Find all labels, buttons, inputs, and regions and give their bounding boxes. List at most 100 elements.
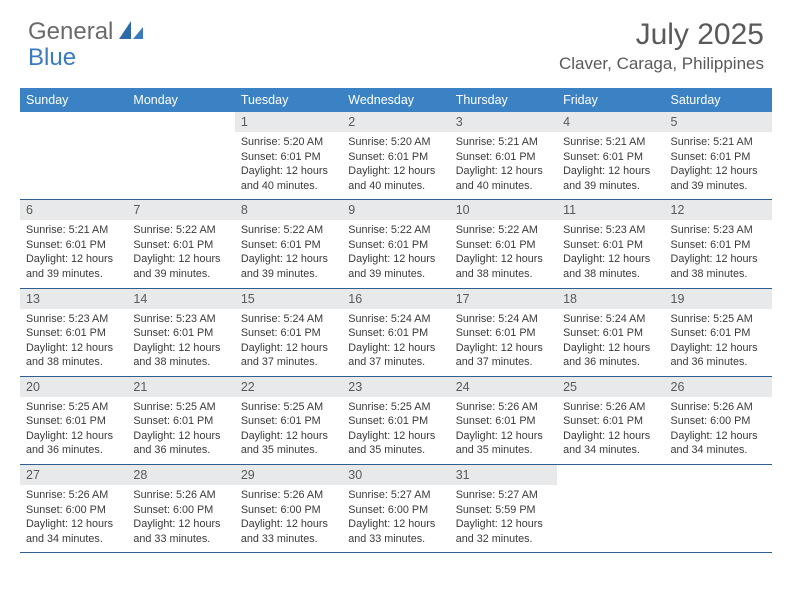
- sunrise-line: Sunrise: 5:23 AM: [671, 223, 766, 238]
- sunset-line: Sunset: 6:00 PM: [671, 414, 766, 429]
- day-content-cell: Sunrise: 5:22 AMSunset: 6:01 PMDaylight:…: [127, 220, 234, 288]
- day-content-cell: Sunrise: 5:25 AMSunset: 6:01 PMDaylight:…: [665, 309, 772, 377]
- brand-text-general: General: [28, 18, 113, 46]
- day-number-row: 2728293031: [20, 465, 772, 486]
- sunset-line: Sunset: 6:01 PM: [133, 326, 228, 341]
- sunrise-line: Sunrise: 5:27 AM: [456, 488, 551, 503]
- day-content-cell: [20, 132, 127, 200]
- day-number-cell: 2: [342, 112, 449, 132]
- day-number-cell: 29: [235, 465, 342, 486]
- sunset-line: Sunset: 6:01 PM: [26, 414, 121, 429]
- day-content-cell: Sunrise: 5:23 AMSunset: 6:01 PMDaylight:…: [557, 220, 664, 288]
- daylight-line: Daylight: 12 hours and 40 minutes.: [348, 164, 443, 193]
- daylight-line: Daylight: 12 hours and 38 minutes.: [563, 252, 658, 281]
- day-content-row: Sunrise: 5:21 AMSunset: 6:01 PMDaylight:…: [20, 220, 772, 288]
- daylight-line: Daylight: 12 hours and 33 minutes.: [241, 517, 336, 546]
- sunrise-line: Sunrise: 5:25 AM: [133, 400, 228, 415]
- sunrise-line: Sunrise: 5:26 AM: [241, 488, 336, 503]
- daylight-line: Daylight: 12 hours and 38 minutes.: [26, 341, 121, 370]
- page-header: General July 2025 Claver, Caraga, Philip…: [0, 0, 792, 82]
- daylight-line: Daylight: 12 hours and 35 minutes.: [241, 429, 336, 458]
- sunset-line: Sunset: 6:01 PM: [241, 414, 336, 429]
- daylight-line: Daylight: 12 hours and 39 minutes.: [671, 164, 766, 193]
- sunset-line: Sunset: 6:01 PM: [671, 238, 766, 253]
- sunset-line: Sunset: 6:00 PM: [133, 503, 228, 518]
- daylight-line: Daylight: 12 hours and 36 minutes.: [26, 429, 121, 458]
- sunset-line: Sunset: 6:00 PM: [241, 503, 336, 518]
- sunrise-line: Sunrise: 5:25 AM: [241, 400, 336, 415]
- brand-sail-icon: [117, 19, 145, 46]
- sunset-line: Sunset: 6:01 PM: [348, 414, 443, 429]
- sunrise-line: Sunrise: 5:22 AM: [133, 223, 228, 238]
- sunset-line: Sunset: 6:01 PM: [456, 326, 551, 341]
- sunset-line: Sunset: 6:01 PM: [456, 238, 551, 253]
- sunset-line: Sunset: 6:01 PM: [563, 238, 658, 253]
- col-wednesday: Wednesday: [342, 88, 449, 112]
- daylight-line: Daylight: 12 hours and 35 minutes.: [456, 429, 551, 458]
- month-title: July 2025: [559, 18, 764, 52]
- sunrise-line: Sunrise: 5:25 AM: [348, 400, 443, 415]
- sunset-line: Sunset: 6:01 PM: [563, 414, 658, 429]
- day-number-cell: 18: [557, 288, 664, 309]
- daylight-line: Daylight: 12 hours and 38 minutes.: [456, 252, 551, 281]
- sunrise-line: Sunrise: 5:22 AM: [241, 223, 336, 238]
- daylight-line: Daylight: 12 hours and 36 minutes.: [671, 341, 766, 370]
- day-content-cell: Sunrise: 5:22 AMSunset: 6:01 PMDaylight:…: [450, 220, 557, 288]
- day-number-row: 6789101112: [20, 200, 772, 221]
- day-number-cell: 12: [665, 200, 772, 221]
- sunset-line: Sunset: 6:01 PM: [456, 414, 551, 429]
- sunrise-line: Sunrise: 5:25 AM: [671, 312, 766, 327]
- day-number-cell: 13: [20, 288, 127, 309]
- col-monday: Monday: [127, 88, 234, 112]
- title-block: July 2025 Claver, Caraga, Philippines: [559, 18, 764, 74]
- day-content-cell: Sunrise: 5:21 AMSunset: 6:01 PMDaylight:…: [450, 132, 557, 200]
- col-tuesday: Tuesday: [235, 88, 342, 112]
- day-number-cell: [20, 112, 127, 132]
- day-content-row: Sunrise: 5:26 AMSunset: 6:00 PMDaylight:…: [20, 485, 772, 553]
- sunrise-line: Sunrise: 5:24 AM: [563, 312, 658, 327]
- brand-text-blue: Blue: [28, 44, 76, 71]
- day-content-cell: Sunrise: 5:20 AMSunset: 6:01 PMDaylight:…: [342, 132, 449, 200]
- day-content-cell: Sunrise: 5:24 AMSunset: 6:01 PMDaylight:…: [342, 309, 449, 377]
- day-content-row: Sunrise: 5:25 AMSunset: 6:01 PMDaylight:…: [20, 397, 772, 465]
- day-number-cell: 16: [342, 288, 449, 309]
- sunset-line: Sunset: 6:01 PM: [26, 326, 121, 341]
- sunrise-line: Sunrise: 5:21 AM: [671, 135, 766, 150]
- day-content-cell: Sunrise: 5:25 AMSunset: 6:01 PMDaylight:…: [342, 397, 449, 465]
- sunrise-line: Sunrise: 5:27 AM: [348, 488, 443, 503]
- sunset-line: Sunset: 6:01 PM: [456, 150, 551, 165]
- sunrise-line: Sunrise: 5:24 AM: [456, 312, 551, 327]
- day-content-cell: Sunrise: 5:27 AMSunset: 5:59 PMDaylight:…: [450, 485, 557, 553]
- daylight-line: Daylight: 12 hours and 39 minutes.: [563, 164, 658, 193]
- sunrise-line: Sunrise: 5:26 AM: [671, 400, 766, 415]
- day-content-cell: [557, 485, 664, 553]
- daylight-line: Daylight: 12 hours and 32 minutes.: [456, 517, 551, 546]
- sunset-line: Sunset: 6:01 PM: [671, 326, 766, 341]
- daylight-line: Daylight: 12 hours and 39 minutes.: [133, 252, 228, 281]
- day-number-cell: 15: [235, 288, 342, 309]
- day-number-row: 20212223242526: [20, 376, 772, 397]
- day-content-cell: Sunrise: 5:25 AMSunset: 6:01 PMDaylight:…: [235, 397, 342, 465]
- day-content-cell: Sunrise: 5:22 AMSunset: 6:01 PMDaylight:…: [235, 220, 342, 288]
- brand-logo: General: [28, 18, 147, 46]
- sunrise-line: Sunrise: 5:23 AM: [133, 312, 228, 327]
- sunset-line: Sunset: 6:01 PM: [671, 150, 766, 165]
- sunset-line: Sunset: 6:00 PM: [26, 503, 121, 518]
- daylight-line: Daylight: 12 hours and 34 minutes.: [671, 429, 766, 458]
- daylight-line: Daylight: 12 hours and 33 minutes.: [133, 517, 228, 546]
- weekday-header-row: Sunday Monday Tuesday Wednesday Thursday…: [20, 88, 772, 112]
- day-number-cell: 26: [665, 376, 772, 397]
- daylight-line: Daylight: 12 hours and 37 minutes.: [348, 341, 443, 370]
- day-content-row: Sunrise: 5:20 AMSunset: 6:01 PMDaylight:…: [20, 132, 772, 200]
- sunrise-line: Sunrise: 5:25 AM: [26, 400, 121, 415]
- daylight-line: Daylight: 12 hours and 38 minutes.: [133, 341, 228, 370]
- day-content-cell: Sunrise: 5:25 AMSunset: 6:01 PMDaylight:…: [127, 397, 234, 465]
- daylight-line: Daylight: 12 hours and 40 minutes.: [241, 164, 336, 193]
- sunrise-line: Sunrise: 5:22 AM: [348, 223, 443, 238]
- day-content-cell: Sunrise: 5:20 AMSunset: 6:01 PMDaylight:…: [235, 132, 342, 200]
- sunset-line: Sunset: 6:01 PM: [348, 326, 443, 341]
- daylight-line: Daylight: 12 hours and 40 minutes.: [456, 164, 551, 193]
- day-number-cell: 19: [665, 288, 772, 309]
- daylight-line: Daylight: 12 hours and 38 minutes.: [671, 252, 766, 281]
- daylight-line: Daylight: 12 hours and 39 minutes.: [241, 252, 336, 281]
